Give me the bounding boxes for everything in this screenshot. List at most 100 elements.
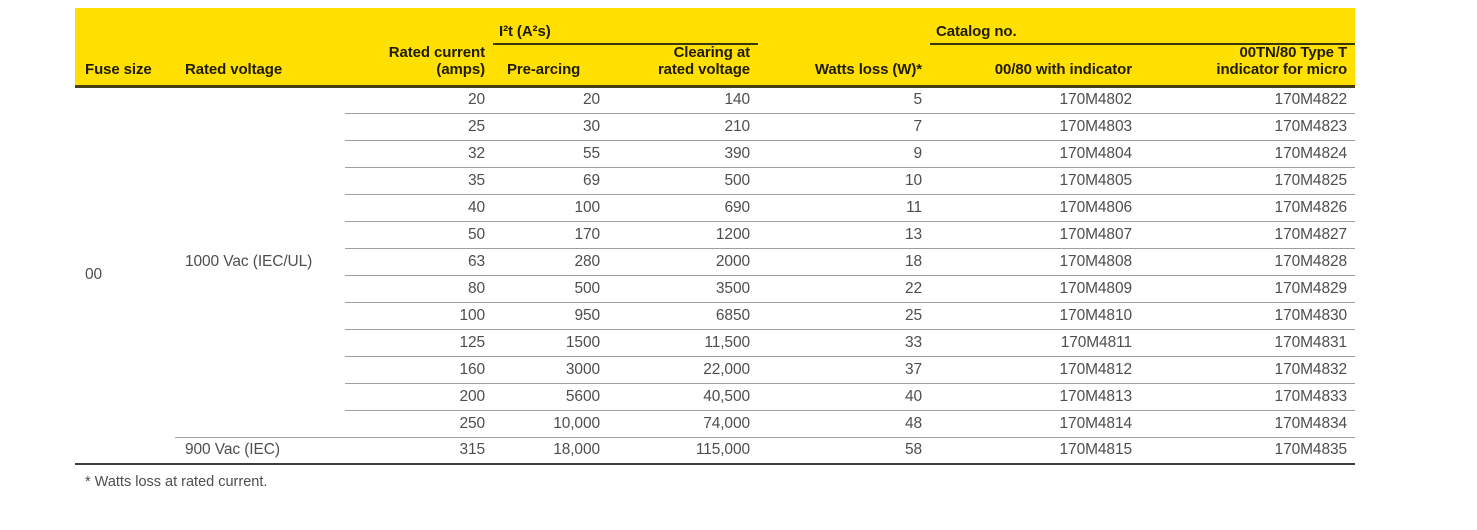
col-header-clearing: Clearing at rated voltage bbox=[608, 44, 758, 88]
col-header-catalog-00tn80: 00TN/80 Type T indicator for micro bbox=[1140, 44, 1356, 88]
table-row: 00 1000 Vac (IEC/UL) 20 20 140 5 170M4802 170M4… bbox=[75, 86, 1356, 466]
cell-clearing: 500 bbox=[608, 167, 758, 195]
cell-catalog-0080: 170M4814 bbox=[930, 410, 1140, 438]
cell-rated-current: 100 bbox=[345, 302, 493, 330]
cell-watts-loss: 40 bbox=[758, 383, 930, 411]
cell-pre-arcing: 10,000 bbox=[493, 410, 608, 438]
group-header-spacer-left bbox=[75, 8, 493, 44]
cell-catalog-00tn80: 170M4826 bbox=[1140, 194, 1356, 222]
cell-catalog-0080: 170M4808 bbox=[930, 248, 1140, 276]
table-body: 00 1000 Vac (IEC/UL) 20 20 140 5 170M4802 170M4… bbox=[75, 86, 1356, 466]
cell-pre-arcing: 500 bbox=[493, 275, 608, 303]
cell-rated-current: 25 bbox=[345, 113, 493, 141]
col-header-catalog-0080: 00/80 with indicator bbox=[930, 44, 1140, 88]
cell-pre-arcing: 100 bbox=[493, 194, 608, 222]
cell-rated-voltage: 1000 Vac (IEC/UL) bbox=[175, 86, 345, 438]
cell-catalog-00tn80: 170M4831 bbox=[1140, 329, 1356, 357]
col-header-catalog-00tn80-line1: 00TN/80 Type T bbox=[1239, 44, 1348, 61]
cell-watts-loss: 13 bbox=[758, 221, 930, 249]
cell-rated-current: 250 bbox=[345, 410, 493, 438]
cell-watts-loss: 10 bbox=[758, 167, 930, 195]
cell-catalog-00tn80: 170M4835 bbox=[1140, 437, 1356, 466]
col-header-fuse-size: Fuse size bbox=[75, 44, 175, 88]
page: I²t (A²s) Catalog no. Fuse size Rated vo… bbox=[75, 8, 1356, 491]
cell-pre-arcing: 3000 bbox=[493, 356, 608, 384]
cell-catalog-0080: 170M4815 bbox=[930, 437, 1140, 466]
table-row: 125 1500 11,500 33 170M4811 170M4831 bbox=[75, 329, 1356, 357]
cell-pre-arcing: 30 bbox=[493, 113, 608, 141]
cell-pre-arcing: 69 bbox=[493, 167, 608, 195]
col-header-rated-current-line1: Rated current bbox=[388, 44, 485, 61]
cell-rated-current: 315 bbox=[345, 437, 493, 466]
table-row: 50 170 1200 13 170M4807 170M4827 bbox=[75, 221, 1356, 249]
cell-catalog-0080: 170M4811 bbox=[930, 329, 1140, 357]
cell-pre-arcing: 1500 bbox=[493, 329, 608, 357]
table-row: 100 950 6850 25 170M4810 170M4830 bbox=[75, 302, 1356, 330]
table-header: I²t (A²s) Catalog no. Fuse size Rated vo… bbox=[75, 8, 1356, 88]
cell-catalog-0080: 170M4807 bbox=[930, 221, 1140, 249]
cell-rated-current: 63 bbox=[345, 248, 493, 276]
group-header-spacer-watts bbox=[758, 8, 930, 44]
cell-catalog-00tn80: 170M4830 bbox=[1140, 302, 1356, 330]
cell-watts-loss: 18 bbox=[758, 248, 930, 276]
col-header-rated-current-line2: (amps) bbox=[436, 60, 485, 78]
cell-catalog-00tn80: 170M4828 bbox=[1140, 248, 1356, 276]
cell-catalog-0080: 170M4804 bbox=[930, 140, 1140, 168]
cell-clearing: 115,000 bbox=[608, 437, 758, 466]
cell-rated-current: 35 bbox=[345, 167, 493, 195]
cell-fuse-size: 00 bbox=[75, 86, 175, 466]
cell-watts-loss: 58 bbox=[758, 437, 930, 466]
cell-pre-arcing: 5600 bbox=[493, 383, 608, 411]
cell-pre-arcing: 55 bbox=[493, 140, 608, 168]
cell-rated-current: 125 bbox=[345, 329, 493, 357]
col-header-clearing-line1: Clearing at bbox=[673, 44, 751, 61]
cell-catalog-00tn80: 170M4827 bbox=[1140, 221, 1356, 249]
table-row: 900 Vac (IEC) 315 18,000 115,000 58 170M4815 1… bbox=[75, 437, 1356, 466]
group-header-i2t: I²t (A²s) bbox=[493, 8, 758, 45]
cell-clearing: 690 bbox=[608, 194, 758, 222]
cell-catalog-00tn80: 170M4833 bbox=[1140, 383, 1356, 411]
table-row: 250 10,000 74,000 48 170M4814 170M4834 bbox=[75, 410, 1356, 438]
cell-clearing: 22,000 bbox=[608, 356, 758, 384]
cell-catalog-00tn80: 170M4823 bbox=[1140, 113, 1356, 141]
cell-watts-loss: 7 bbox=[758, 113, 930, 141]
cell-rated-current: 80 bbox=[345, 275, 493, 303]
group-header-row: I²t (A²s) Catalog no. bbox=[75, 8, 1356, 45]
cell-catalog-00tn80: 170M4822 bbox=[1140, 86, 1356, 114]
cell-rated-current: 40 bbox=[345, 194, 493, 222]
cell-catalog-0080: 170M4806 bbox=[930, 194, 1140, 222]
fuse-spec-table: I²t (A²s) Catalog no. Fuse size Rated vo… bbox=[75, 8, 1356, 466]
cell-clearing: 74,000 bbox=[608, 410, 758, 438]
cell-rated-current: 20 bbox=[345, 86, 493, 114]
cell-clearing: 210 bbox=[608, 113, 758, 141]
cell-clearing: 140 bbox=[608, 86, 758, 114]
col-header-clearing-line2: rated voltage bbox=[657, 60, 750, 78]
cell-rated-current: 50 bbox=[345, 221, 493, 249]
cell-rated-current: 32 bbox=[345, 140, 493, 168]
cell-clearing: 1200 bbox=[608, 221, 758, 249]
table-row: 32 55 390 9 170M4804 170M4824 bbox=[75, 140, 1356, 168]
cell-rated-current: 200 bbox=[345, 383, 493, 411]
table-row: 200 5600 40,500 40 170M4813 170M4833 bbox=[75, 383, 1356, 411]
cell-catalog-00tn80: 170M4834 bbox=[1140, 410, 1356, 438]
col-header-rated-voltage: Rated voltage bbox=[175, 44, 345, 88]
col-header-watts-loss: Watts loss (W)* bbox=[758, 44, 930, 88]
group-header-catalog: Catalog no. bbox=[930, 8, 1356, 45]
cell-catalog-00tn80: 170M4825 bbox=[1140, 167, 1356, 195]
column-header-row: Fuse size Rated voltage Rated current (a… bbox=[75, 44, 1356, 88]
cell-catalog-00tn80: 170M4832 bbox=[1140, 356, 1356, 384]
col-header-catalog-00tn80-line2: indicator for micro bbox=[1216, 60, 1348, 78]
cell-catalog-0080: 170M4803 bbox=[930, 113, 1140, 141]
cell-watts-loss: 37 bbox=[758, 356, 930, 384]
cell-clearing: 3500 bbox=[608, 275, 758, 303]
cell-pre-arcing: 170 bbox=[493, 221, 608, 249]
cell-watts-loss: 25 bbox=[758, 302, 930, 330]
cell-watts-loss: 33 bbox=[758, 329, 930, 357]
cell-catalog-00tn80: 170M4824 bbox=[1140, 140, 1356, 168]
table-row: 25 30 210 7 170M4803 170M4823 bbox=[75, 113, 1356, 141]
cell-catalog-0080: 170M4809 bbox=[930, 275, 1140, 303]
cell-catalog-00tn80: 170M4829 bbox=[1140, 275, 1356, 303]
footnote: * Watts loss at rated current. bbox=[85, 474, 268, 491]
cell-watts-loss: 5 bbox=[758, 86, 930, 114]
table-row: 63 280 2000 18 170M4808 170M4828 bbox=[75, 248, 1356, 276]
